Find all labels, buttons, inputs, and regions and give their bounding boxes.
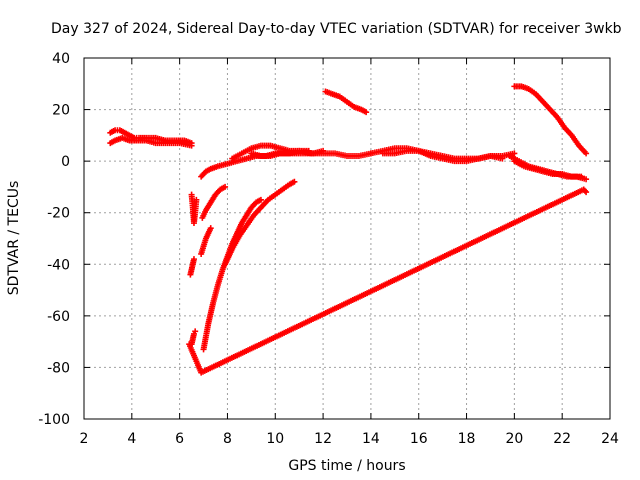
data-point (192, 328, 199, 335)
x-tick-label: 24 (601, 431, 619, 447)
data-points (107, 83, 590, 376)
y-tick-label: -100 (38, 412, 70, 428)
y-tick-label: -20 (47, 206, 70, 222)
data-point (222, 183, 229, 190)
x-tick-label: 10 (266, 431, 284, 447)
x-tick-label: 18 (458, 431, 476, 447)
x-tick-label: 22 (553, 431, 571, 447)
series-arc-mid-b (248, 147, 312, 159)
y-axis-title: SDTVAR / TECUs (6, 181, 22, 296)
x-tick-label: 6 (175, 431, 184, 447)
data-point (188, 142, 195, 149)
x-tick-label: 8 (223, 431, 232, 447)
series-arc-late-top (322, 88, 370, 116)
y-tick-labels: -100 -80 -60 -40 -20 0 20 40 (38, 51, 70, 428)
data-point (257, 196, 264, 203)
y-tick-label: -60 (47, 309, 70, 325)
y-tick-label: 40 (52, 51, 70, 67)
x-tick-labels: 2 4 6 8 10 12 14 16 18 20 22 24 (80, 431, 619, 447)
data-point (207, 225, 214, 232)
data-point (193, 196, 200, 203)
x-tick-label: 2 (80, 431, 89, 447)
data-point (499, 155, 506, 162)
x-axis-title: GPS time / hours (288, 458, 405, 474)
grid-lines (84, 58, 610, 419)
data-point (363, 109, 370, 116)
series-arc-evening-b (511, 158, 585, 180)
x-tick-label: 20 (505, 431, 523, 447)
series-arc-steep-4 (198, 225, 214, 257)
plot-frame (83, 57, 611, 420)
series-arc-rise-c (200, 196, 264, 353)
series-arc-rise-d (222, 178, 298, 268)
y-tick-label: 20 (52, 103, 70, 119)
data-point (291, 178, 298, 185)
data-point (581, 187, 588, 194)
data-point (578, 173, 585, 180)
x-tick-label: 4 (127, 431, 136, 447)
chart-title: Day 327 of 2024, Sidereal Day-to-day VTE… (51, 21, 622, 37)
data-point (583, 189, 590, 196)
series-arc-early-bottom (107, 134, 195, 149)
axis-ticks (83, 57, 611, 420)
x-tick-label: 12 (314, 431, 332, 447)
data-point (583, 150, 590, 157)
data-point (305, 147, 312, 154)
series-arc-evening-top (511, 83, 590, 157)
y-tick-label: -40 (47, 257, 70, 273)
y-tick-label: -80 (47, 360, 70, 376)
series-arc-mid-a (229, 142, 374, 162)
data-point (583, 176, 590, 183)
y-tick-label: 0 (61, 154, 70, 170)
series-arc-rise-b (199, 183, 229, 221)
series-arc-steep-2 (187, 256, 197, 278)
x-tick-label: 14 (362, 431, 380, 447)
data-point (511, 150, 518, 157)
series-arc-day-b (379, 147, 506, 165)
x-tick-label: 16 (410, 431, 428, 447)
data-point (190, 256, 197, 263)
series-isolated (186, 186, 590, 376)
series-arc-steep-1 (188, 191, 200, 227)
